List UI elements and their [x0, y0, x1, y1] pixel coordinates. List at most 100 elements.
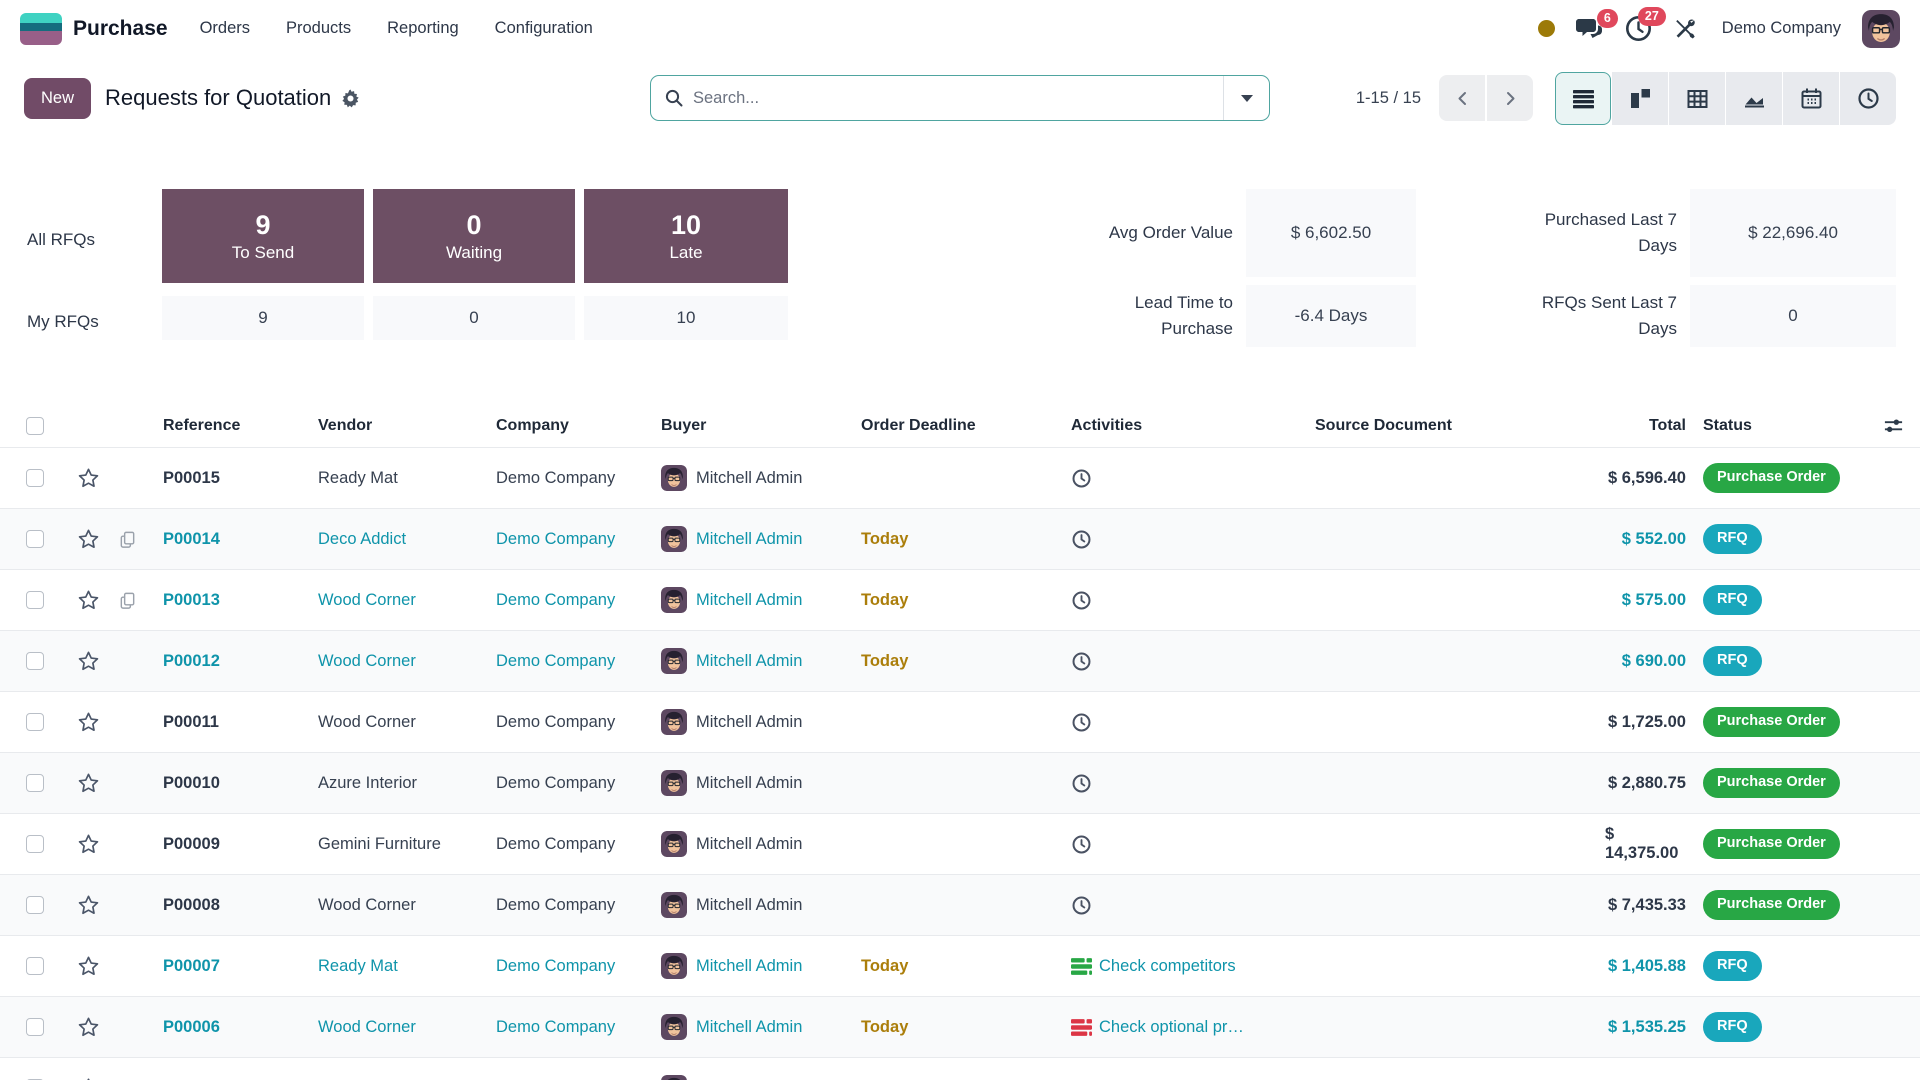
row-checkbox[interactable] — [26, 957, 44, 975]
waiting-count: 0 — [466, 209, 481, 243]
favorite-star-icon[interactable] — [76, 588, 101, 613]
table-row[interactable]: P00006Wood CornerDemo CompanyMitchell Ad… — [0, 996, 1920, 1057]
header-buyer[interactable]: Buyer — [661, 417, 861, 435]
activity-clock-icon[interactable] — [1071, 773, 1092, 794]
row-checkbox[interactable] — [26, 713, 44, 731]
favorite-star-icon[interactable] — [76, 466, 101, 491]
purchase-app-logo[interactable] — [20, 13, 62, 45]
activity-clock-icon[interactable] — [1071, 712, 1092, 733]
row-checkbox[interactable] — [26, 835, 44, 853]
menu-configuration[interactable]: Configuration — [495, 19, 593, 38]
favorite-star-icon[interactable] — [76, 832, 101, 857]
row-company: Demo Company — [496, 835, 661, 854]
status-badge: RFQ — [1703, 951, 1762, 980]
graph-view-button[interactable] — [1726, 72, 1782, 125]
menu-reporting[interactable]: Reporting — [387, 19, 459, 38]
to-send-button[interactable]: 9 To Send — [162, 189, 364, 283]
favorite-star-icon[interactable] — [76, 954, 101, 979]
company-switcher[interactable]: Demo Company — [1722, 19, 1841, 38]
table-row[interactable]: P00015Ready MatDemo CompanyMitchell Admi… — [0, 447, 1920, 508]
pager-next-button[interactable] — [1487, 75, 1533, 121]
row-checkbox[interactable] — [26, 591, 44, 609]
my-late-cell[interactable]: 10 — [584, 296, 788, 340]
header-vendor[interactable]: Vendor — [318, 417, 496, 435]
late-button[interactable]: 10 Late — [584, 189, 788, 283]
row-order-deadline-text: Today — [861, 957, 908, 976]
row-reference-text: P00014 — [163, 530, 220, 549]
table-row[interactable]: P00011Wood CornerDemo CompanyMitchell Ad… — [0, 691, 1920, 752]
user-menu-avatar[interactable] — [1862, 10, 1900, 48]
favorite-star-icon[interactable] — [76, 893, 101, 918]
duplicate-icon[interactable] — [118, 591, 137, 610]
my-to-send-cell[interactable]: 9 — [162, 296, 364, 340]
favorite-star-icon[interactable] — [76, 1076, 101, 1080]
app-title[interactable]: Purchase — [73, 17, 168, 41]
row-order-deadline-text: Today — [861, 591, 908, 610]
activity-view-button[interactable] — [1840, 72, 1896, 125]
menu-orders[interactable]: Orders — [200, 19, 250, 38]
table-row[interactable]: P00007Ready MatDemo CompanyMitchell Admi… — [0, 935, 1920, 996]
favorite-star-icon[interactable] — [76, 527, 101, 552]
table-row[interactable]: P00008Wood CornerDemo CompanyMitchell Ad… — [0, 874, 1920, 935]
favorite-star-icon[interactable] — [76, 1015, 101, 1040]
row-checkbox[interactable] — [26, 652, 44, 670]
action-menu-gear-icon[interactable] — [341, 89, 360, 108]
table-row[interactable]: P00014Deco AddictDemo CompanyMitchell Ad… — [0, 508, 1920, 569]
pager-previous-button[interactable] — [1439, 75, 1485, 121]
activity-clock-icon[interactable] — [1071, 468, 1092, 489]
table-row[interactable]: P00009Gemini FurnitureDemo CompanyMitche… — [0, 813, 1920, 874]
header-source-document[interactable]: Source Document — [1315, 417, 1605, 435]
activity-clock-icon[interactable] — [1071, 651, 1092, 672]
table-row[interactable]: P00012Wood CornerDemo CompanyMitchell Ad… — [0, 630, 1920, 691]
row-checkbox[interactable] — [26, 530, 44, 548]
row-checkbox[interactable] — [26, 896, 44, 914]
page-title: Requests for Quotation — [105, 85, 331, 111]
pivot-view-button[interactable] — [1669, 72, 1725, 125]
row-select-checkbox-cell — [26, 1018, 76, 1036]
activity-summary-link[interactable]: Check optional pr… — [1099, 1018, 1244, 1037]
my-waiting-cell[interactable]: 0 — [373, 296, 575, 340]
row-favorite-cell — [76, 710, 118, 735]
activity-summary-link[interactable]: Check competitors — [1099, 957, 1236, 976]
menu-products[interactable]: Products — [286, 19, 351, 38]
new-button[interactable]: New — [24, 78, 91, 119]
search-dropdown-toggle[interactable] — [1223, 76, 1269, 120]
activities-button[interactable]: 27 — [1625, 15, 1652, 42]
favorite-star-icon[interactable] — [76, 710, 101, 735]
activity-planned-icon[interactable] — [1071, 956, 1092, 977]
calendar-view-button[interactable] — [1783, 72, 1839, 125]
messages-button[interactable]: 6 — [1576, 17, 1604, 41]
table-row[interactable]: P00013Wood CornerDemo CompanyMitchell Ad… — [0, 569, 1920, 630]
debug-tools-button[interactable] — [1673, 17, 1697, 41]
kanban-view-button[interactable] — [1612, 72, 1668, 125]
favorite-star-icon[interactable] — [76, 649, 101, 674]
table-row[interactable]: P00010Azure InteriorDemo CompanyMitchell… — [0, 752, 1920, 813]
activity-clock-icon[interactable] — [1071, 834, 1092, 855]
header-total[interactable]: Total — [1605, 417, 1686, 435]
select-all-checkbox[interactable] — [26, 417, 44, 435]
column-options-icon[interactable] — [1883, 418, 1904, 434]
activity-clock-icon[interactable] — [1071, 895, 1092, 916]
duplicate-icon[interactable] — [118, 530, 137, 549]
search-input[interactable] — [693, 89, 1223, 108]
pager-range: 1-15 / 15 — [1356, 89, 1421, 108]
waiting-button[interactable]: 0 Waiting — [373, 189, 575, 283]
activity-overdue-icon[interactable] — [1071, 1017, 1092, 1038]
row-vendor: Wood Corner — [318, 1018, 496, 1037]
header-company[interactable]: Company — [496, 417, 661, 435]
row-company: Demo Company — [496, 713, 661, 732]
activity-clock-icon[interactable] — [1071, 590, 1092, 611]
row-checkbox[interactable] — [26, 469, 44, 487]
activity-clock-icon[interactable] — [1071, 529, 1092, 550]
header-order-deadline[interactable]: Order Deadline — [861, 417, 1071, 435]
status-dot-icon[interactable] — [1538, 20, 1555, 37]
table-row[interactable] — [0, 1057, 1920, 1080]
header-activities[interactable]: Activities — [1071, 417, 1315, 435]
all-rfqs-label: All RFQs — [27, 230, 153, 250]
list-view-button[interactable] — [1555, 72, 1611, 125]
header-status[interactable]: Status — [1703, 417, 1752, 435]
header-reference[interactable]: Reference — [163, 417, 318, 435]
row-checkbox[interactable] — [26, 774, 44, 792]
row-checkbox[interactable] — [26, 1018, 44, 1036]
favorite-star-icon[interactable] — [76, 771, 101, 796]
